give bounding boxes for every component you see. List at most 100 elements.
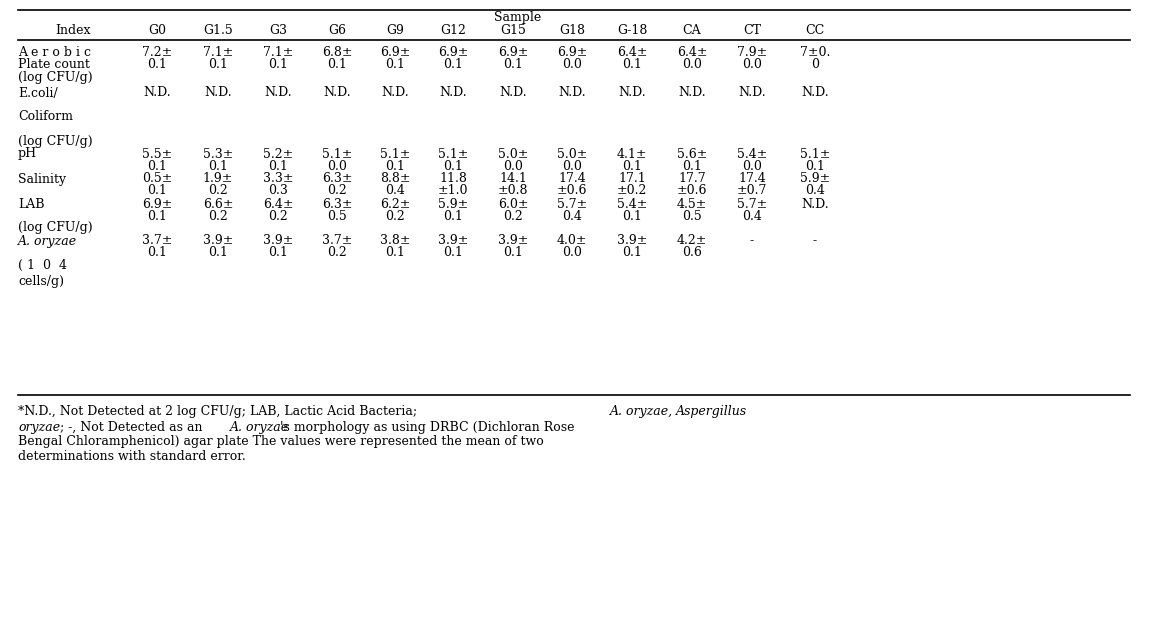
- Text: 3.9±: 3.9±: [438, 234, 468, 248]
- Text: 0.4: 0.4: [562, 209, 582, 223]
- Text: 7.1±: 7.1±: [202, 45, 233, 58]
- Text: N.D.: N.D.: [802, 198, 829, 211]
- Text: -: -: [750, 234, 754, 248]
- Text: 0.2: 0.2: [504, 209, 523, 223]
- Text: G9: G9: [386, 24, 404, 36]
- Text: 5.1±: 5.1±: [799, 147, 830, 161]
- Text: ±0.6: ±0.6: [676, 184, 707, 198]
- Text: ( 1  0  4: ( 1 0 4: [18, 259, 67, 271]
- Text: 6.4±: 6.4±: [262, 198, 293, 211]
- Text: N.D.: N.D.: [439, 86, 467, 99]
- Text: 6.3±: 6.3±: [322, 198, 352, 211]
- Text: 17.4: 17.4: [558, 173, 585, 186]
- Text: N.D.: N.D.: [678, 86, 706, 99]
- Text: Bengal Chloramphenicol) agar plate The values were represented the mean of two: Bengal Chloramphenicol) agar plate The v…: [18, 435, 544, 449]
- Text: 11.8: 11.8: [439, 173, 467, 186]
- Text: G6: G6: [328, 24, 346, 36]
- Text: 5.1±: 5.1±: [438, 147, 468, 161]
- Text: 17.1: 17.1: [619, 173, 646, 186]
- Text: 0.2: 0.2: [208, 184, 228, 198]
- Text: 0.5: 0.5: [682, 209, 702, 223]
- Text: 5.3±: 5.3±: [202, 147, 233, 161]
- Text: CT: CT: [743, 24, 761, 36]
- Text: 0.1: 0.1: [268, 58, 288, 72]
- Text: 0.1: 0.1: [147, 246, 167, 259]
- Text: 8.8±: 8.8±: [380, 173, 411, 186]
- Text: 0.1: 0.1: [208, 246, 228, 259]
- Text: 3.9±: 3.9±: [202, 234, 233, 248]
- Text: 3.9±: 3.9±: [498, 234, 528, 248]
- Text: ±0.7: ±0.7: [737, 184, 767, 198]
- Text: 4.5±: 4.5±: [677, 198, 707, 211]
- Text: N.D.: N.D.: [144, 86, 171, 99]
- Text: 6.9±: 6.9±: [141, 198, 172, 211]
- Text: 0.1: 0.1: [443, 246, 463, 259]
- Text: 3.9±: 3.9±: [263, 234, 293, 248]
- Text: 's morphology as using DRBC (Dichloran Rose: 's morphology as using DRBC (Dichloran R…: [279, 420, 575, 433]
- Text: 17.4: 17.4: [738, 173, 766, 186]
- Text: N.D.: N.D.: [738, 86, 766, 99]
- Text: 0.1: 0.1: [385, 159, 405, 173]
- Text: 0.2: 0.2: [208, 209, 228, 223]
- Text: 0.1: 0.1: [385, 246, 405, 259]
- Text: 7.9±: 7.9±: [737, 45, 767, 58]
- Text: 5.1±: 5.1±: [380, 147, 411, 161]
- Text: 6.2±: 6.2±: [380, 198, 411, 211]
- Text: 3.3±: 3.3±: [262, 173, 293, 186]
- Text: 6.3±: 6.3±: [322, 173, 352, 186]
- Text: N.D.: N.D.: [205, 86, 232, 99]
- Text: G0: G0: [148, 24, 166, 36]
- Text: 0.5±: 0.5±: [141, 173, 172, 186]
- Text: G18: G18: [559, 24, 585, 36]
- Text: 7.1±: 7.1±: [263, 45, 293, 58]
- Text: Sample: Sample: [493, 12, 542, 24]
- Text: 5.9±: 5.9±: [800, 173, 830, 186]
- Text: 0.1: 0.1: [385, 58, 405, 72]
- Text: 0.5: 0.5: [327, 209, 347, 223]
- Text: (log CFU/g): (log CFU/g): [18, 134, 93, 147]
- Text: 6.8±: 6.8±: [322, 45, 352, 58]
- Text: 6.6±: 6.6±: [202, 198, 233, 211]
- Text: 0.1: 0.1: [622, 246, 642, 259]
- Text: N.D.: N.D.: [323, 86, 351, 99]
- Text: 0: 0: [811, 58, 819, 72]
- Text: pH: pH: [18, 147, 37, 161]
- Text: ±0.6: ±0.6: [557, 184, 588, 198]
- Text: Aspergillus: Aspergillus: [676, 406, 748, 419]
- Text: 6.4±: 6.4±: [676, 45, 707, 58]
- Text: 5.4±: 5.4±: [737, 147, 767, 161]
- Text: N.D.: N.D.: [381, 86, 408, 99]
- Text: 3.9±: 3.9±: [616, 234, 647, 248]
- Text: 0.1: 0.1: [622, 209, 642, 223]
- Text: 5.6±: 5.6±: [677, 147, 707, 161]
- Text: 7.2±: 7.2±: [141, 45, 172, 58]
- Text: A. oryzae: A. oryzae: [230, 420, 289, 433]
- Text: 4.2±: 4.2±: [677, 234, 707, 248]
- Text: 0.1: 0.1: [147, 184, 167, 198]
- Text: 7±0.: 7±0.: [799, 45, 830, 58]
- Text: 4.1±: 4.1±: [616, 147, 647, 161]
- Text: 0.1: 0.1: [268, 159, 288, 173]
- Text: 0.1: 0.1: [503, 246, 523, 259]
- Text: G3: G3: [269, 24, 288, 36]
- Text: 6.9±: 6.9±: [380, 45, 411, 58]
- Text: 0.4: 0.4: [805, 184, 825, 198]
- Text: 0.1: 0.1: [503, 58, 523, 72]
- Text: 0.0: 0.0: [327, 159, 347, 173]
- Text: A. oryzae,: A. oryzae,: [610, 406, 673, 419]
- Text: G-18: G-18: [616, 24, 647, 36]
- Text: 5.5±: 5.5±: [141, 147, 172, 161]
- Text: 0.1: 0.1: [443, 209, 463, 223]
- Text: 0.1: 0.1: [622, 58, 642, 72]
- Text: G1.5: G1.5: [204, 24, 232, 36]
- Text: 6.0±: 6.0±: [498, 198, 528, 211]
- Text: 6.9±: 6.9±: [498, 45, 528, 58]
- Text: 0.0: 0.0: [742, 159, 762, 173]
- Text: 3.8±: 3.8±: [380, 234, 411, 248]
- Text: determinations with standard error.: determinations with standard error.: [18, 451, 246, 463]
- Text: 0.0: 0.0: [562, 246, 582, 259]
- Text: 0.1: 0.1: [147, 209, 167, 223]
- Text: 0.4: 0.4: [385, 184, 405, 198]
- Text: 0.1: 0.1: [682, 159, 702, 173]
- Text: 0.1: 0.1: [147, 159, 167, 173]
